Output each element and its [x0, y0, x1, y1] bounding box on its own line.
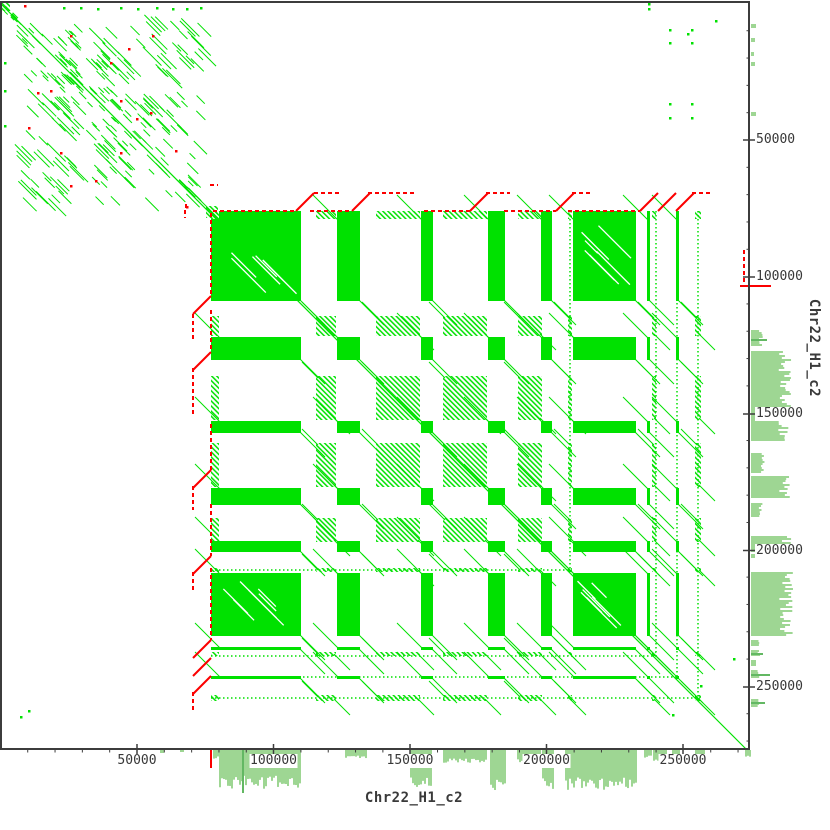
y-tick-label: 50000 [755, 132, 797, 147]
x-tick-label: 100000 [249, 753, 298, 768]
y-tick-label: 250000 [755, 679, 804, 694]
x-tick-label: 50000 [116, 753, 158, 768]
x-axis-sequence-label: Chr22_H1_c2 [364, 790, 464, 806]
y-axis-sequence-label: Chr22_H1_c2 [806, 298, 822, 398]
x-tick-label: 150000 [385, 753, 435, 768]
y-tick-label: 100000 [755, 269, 804, 284]
x-tick-label: 200000 [522, 753, 571, 768]
y-tick-label: 150000 [755, 406, 804, 421]
x-tick-label: 250000 [658, 753, 708, 768]
y-tick-label: 200000 [755, 542, 804, 558]
